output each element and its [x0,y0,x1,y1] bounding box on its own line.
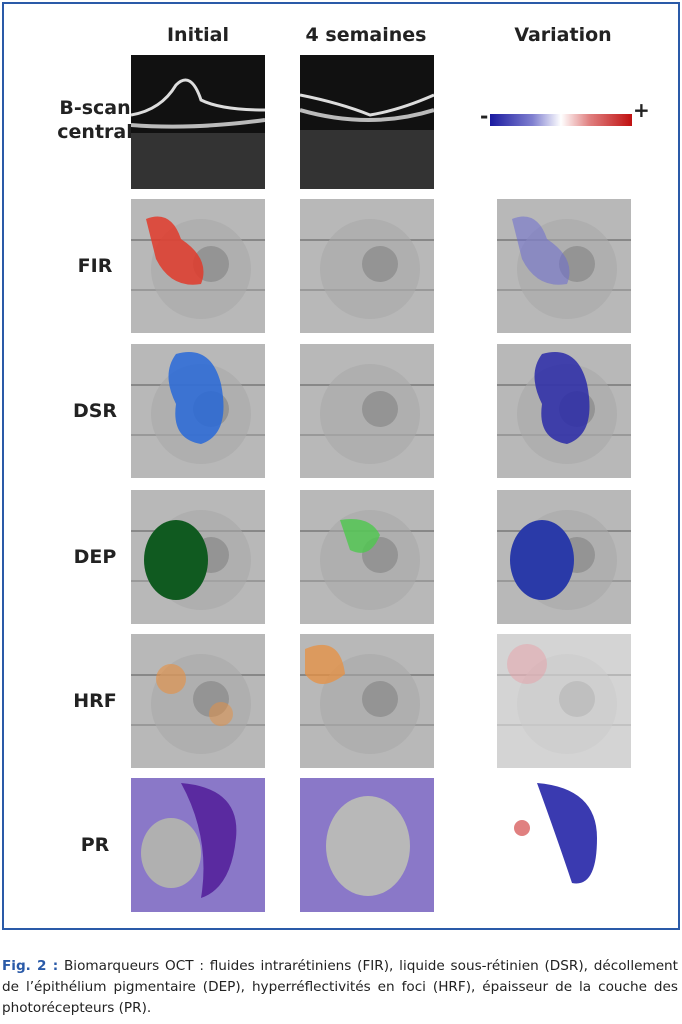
image [131,490,265,624]
image [300,344,434,478]
image [300,490,434,624]
image [131,634,265,768]
image [131,778,265,912]
colorbar [490,114,632,126]
figure-frame [2,2,680,930]
column-header: Initial [166,24,230,46]
image-tile [497,778,631,912]
row-label: FIR [77,255,113,277]
row-label: PR [80,834,110,856]
caption: Fig. 2 : Biomarqueurs OCT : fluides intr… [2,956,678,1019]
image [497,634,631,768]
row-label: DSR [72,400,118,422]
image [131,199,265,333]
image [497,778,631,912]
image-tile [300,344,434,478]
colorbar-min-label: - [480,104,489,128]
column-header: 4 semaines [305,24,427,46]
image [497,344,631,478]
image [300,55,434,189]
image-tile [300,55,434,189]
row-label: HRF [73,690,117,712]
column-header: Variation [514,24,612,46]
image-tile [131,199,265,333]
image [131,344,265,478]
image-tile [300,778,434,912]
caption-text: Biomarqueurs OCT : fluides intrarétinien… [2,958,679,1016]
row-label: DEP [73,546,117,568]
image-tile [497,199,631,333]
image [497,490,631,624]
image [497,199,631,333]
image-tile [131,778,265,912]
image-tile [131,344,265,478]
image-tile [300,490,434,624]
image-tile [300,634,434,768]
caption-label: Fig. 2 : [2,958,59,974]
image [300,778,434,912]
image-tile [497,344,631,478]
image-tile [497,634,631,768]
image-tile [131,55,265,189]
row-label: B-scan central [57,97,133,143]
colorbar-max-label: + [633,98,650,122]
image [300,199,434,333]
image-tile [300,199,434,333]
image [300,634,434,768]
image-tile [131,634,265,768]
image-tile [497,490,631,624]
image-tile [131,490,265,624]
image [131,55,265,189]
